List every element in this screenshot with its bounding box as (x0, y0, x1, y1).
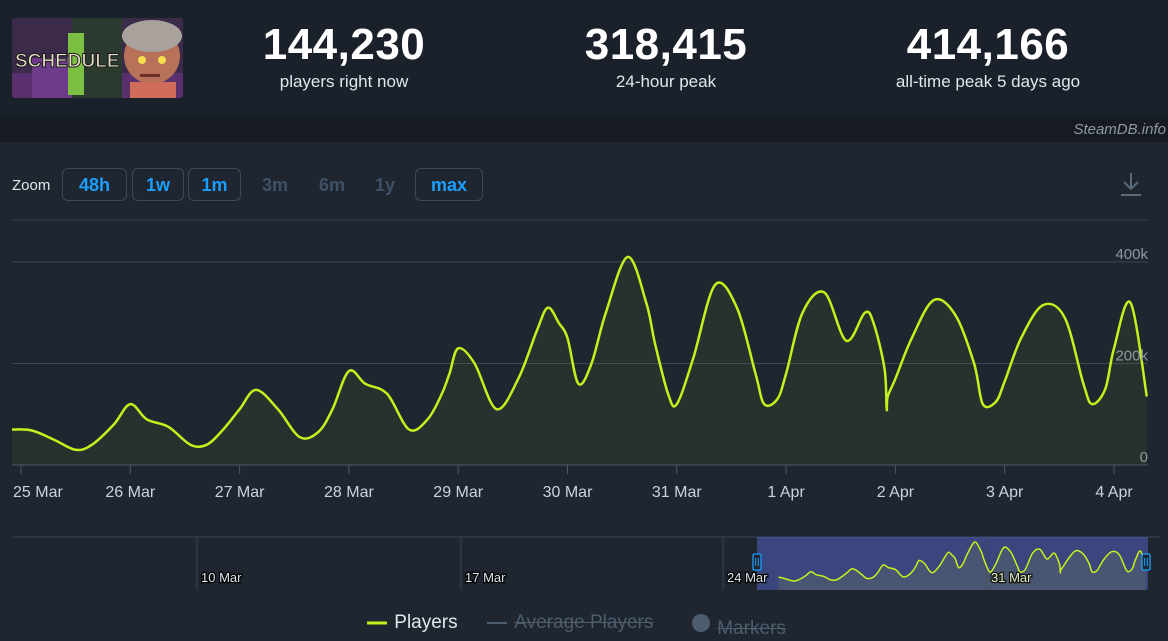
chart-y-axis-labels: 0 200k 400k (1115, 246, 1148, 466)
zoom-1y-button: 1y (362, 168, 408, 201)
steamdb-credit[interactable]: SteamDB.info (1073, 121, 1166, 138)
divider-band (0, 117, 1168, 142)
chart-grid (12, 219, 1148, 364)
all-time-peak-stat: 414,166 all-time peak 5 days ago (828, 20, 1148, 92)
navigator-handle[interactable] (752, 553, 762, 571)
navigator-tick-label: 24 Mar (727, 570, 768, 585)
navigator-tick-label: 17 Mar (465, 570, 506, 585)
legend-markers[interactable]: Markers (690, 612, 786, 640)
x-tick-label: 27 Mar (215, 484, 265, 501)
y-tick-label: 0 (1140, 449, 1148, 466)
zoom-6m-button: 6m (307, 168, 357, 201)
navigator-tick-label: 31 Mar (991, 570, 1032, 585)
navigator-selection (757, 537, 1148, 590)
logo-text: SCHEDULE (15, 51, 120, 72)
x-tick-label: 2 Apr (877, 484, 915, 501)
x-tick-label: 28 Mar (324, 484, 374, 501)
navigator-series-line (778, 541, 1147, 582)
legend-players[interactable]: Players (367, 612, 458, 634)
x-tick-label: 30 Mar (543, 484, 593, 501)
zoom-label: Zoom (12, 177, 51, 194)
navigator-handle[interactable] (1141, 553, 1151, 571)
day-peak-stat: 318,415 24-hour peak (506, 20, 826, 92)
legend-players-label: Players (394, 612, 458, 633)
players-now-stat: 144,230 players right now (184, 20, 504, 92)
legend-markers-label: Markers (717, 617, 786, 639)
day-peak-value: 318,415 (584, 20, 748, 69)
players-area (12, 256, 1147, 465)
chart-navigator: 10 Mar 17 Mar 24 Mar 31 Mar (12, 536, 1160, 590)
game-logo[interactable]: SCHEDULE (12, 18, 183, 98)
x-tick-label: 1 Apr (767, 484, 805, 501)
players-now-label: players right now (279, 72, 409, 91)
zoom-3m-button: 3m (250, 168, 300, 201)
y-tick-label: 400k (1115, 246, 1148, 263)
x-tick-label: 3 Apr (986, 484, 1024, 501)
player-count-chart[interactable]: 25 Mar 26 Mar 27 Mar 28 Mar 29 Mar 30 Mar 31 M… (0, 210, 1168, 610)
chart-area-fill (12, 256, 1147, 465)
navigator-tick-label: 10 Mar (201, 570, 242, 585)
players-now-value: 144,230 (262, 20, 426, 69)
zoom-max-button[interactable]: max (415, 168, 483, 201)
legend-players-swatch (367, 621, 387, 625)
legend-markers-swatch (692, 614, 710, 632)
zoom-48h-button[interactable]: 48h (62, 168, 127, 201)
zoom-1m-button[interactable]: 1m (188, 168, 241, 201)
chart-x-axis: 25 Mar 26 Mar 27 Mar 28 Mar 29 Mar 30 Mar 31 M… (12, 464, 1148, 501)
all-time-peak-value: 414,166 (906, 20, 1070, 69)
x-tick-label: 29 Mar (433, 484, 483, 501)
download-icon[interactable] (1118, 170, 1144, 198)
chart-series-line (11, 255, 1149, 452)
legend-average-label: Average Players (514, 612, 654, 633)
day-peak-label: 24-hour peak (615, 72, 717, 91)
x-tick-label: 31 Mar (652, 484, 702, 501)
x-tick-label: 26 Mar (105, 484, 155, 501)
zoom-1w-button[interactable]: 1w (132, 168, 184, 201)
x-tick-label: 4 Apr (1095, 484, 1133, 501)
legend-average-players[interactable]: Average Players (487, 612, 653, 634)
stats-header (0, 0, 1168, 117)
x-tick-label: 25 Mar (13, 484, 63, 501)
legend-average-swatch (487, 622, 507, 625)
all-time-peak-label: all-time peak 5 days ago (895, 72, 1081, 91)
y-tick-label: 200k (1115, 348, 1148, 365)
players-series-line (11, 255, 1149, 452)
